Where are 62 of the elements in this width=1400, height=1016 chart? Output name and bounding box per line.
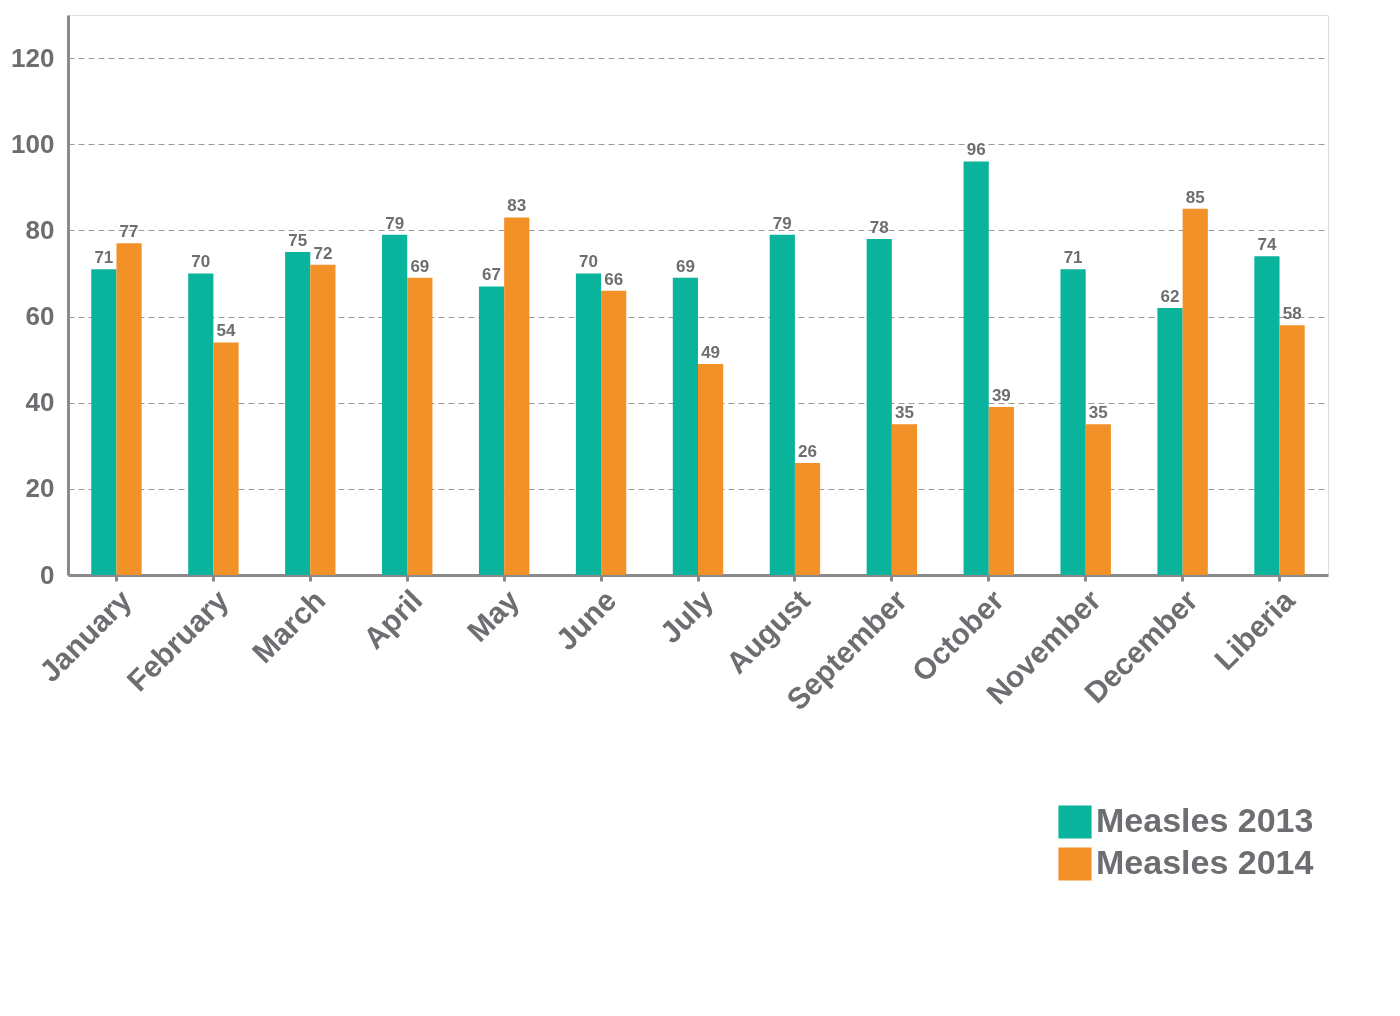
- data-label: 71: [1063, 248, 1083, 268]
- bar: [478, 286, 505, 575]
- data-label: 83: [507, 196, 527, 216]
- data-label: 77: [119, 222, 139, 242]
- bar: [407, 277, 433, 575]
- bar: [891, 424, 918, 575]
- bar: [963, 161, 989, 575]
- bar: [285, 251, 311, 575]
- data-label: 79: [772, 213, 792, 233]
- bar: [1157, 307, 1183, 575]
- data-label: 72: [313, 243, 333, 263]
- legend-label: Measles 2014: [1096, 843, 1314, 881]
- bar: [672, 277, 698, 575]
- data-label: 26: [798, 442, 817, 461]
- data-label: 75: [288, 230, 308, 250]
- data-label: 39: [991, 386, 1011, 405]
- data-label: 78: [869, 218, 889, 237]
- bar: [575, 273, 602, 575]
- bar: [310, 264, 336, 575]
- bar: [504, 217, 530, 575]
- bar: [91, 269, 117, 575]
- data-label: 71: [94, 248, 114, 268]
- bar: [866, 239, 892, 575]
- bar: [188, 273, 214, 575]
- data-label: 70: [579, 252, 598, 272]
- y-tick-label: 40: [25, 387, 55, 418]
- data-label: 49: [701, 342, 721, 362]
- data-label: 35: [894, 403, 914, 423]
- y-tick-label: 0: [40, 559, 55, 590]
- data-label: 66: [604, 269, 624, 289]
- bar: [1182, 208, 1208, 575]
- x-tick-label: May: [460, 583, 526, 648]
- bar: [794, 463, 821, 575]
- data-label: 58: [1282, 304, 1302, 324]
- data-label: 69: [410, 256, 430, 276]
- data-label: 67: [482, 265, 502, 285]
- data-label: 96: [966, 140, 986, 160]
- bar: [1254, 256, 1280, 575]
- bar: [698, 363, 724, 575]
- bar: [1085, 424, 1111, 575]
- y-tick-label: 80: [25, 214, 55, 245]
- data-label: 85: [1185, 187, 1205, 207]
- bar: [213, 342, 239, 575]
- data-label: 54: [216, 321, 236, 341]
- bar: [988, 407, 1014, 575]
- data-label: 35: [1088, 403, 1108, 423]
- bar: [1060, 269, 1086, 575]
- data-label: 74: [1257, 235, 1277, 255]
- data-label: 62: [1160, 286, 1180, 306]
- legend-label: Measles 2013: [1096, 801, 1314, 839]
- bar: [1279, 325, 1305, 575]
- bar: [116, 243, 142, 575]
- y-tick-label: 100: [11, 128, 55, 159]
- y-tick-label: 60: [25, 301, 55, 332]
- data-label: 70: [191, 252, 211, 272]
- bar: [382, 234, 408, 575]
- bar: [601, 290, 627, 575]
- y-tick-label: 120: [11, 42, 55, 73]
- y-tick-label: 20: [25, 473, 55, 504]
- data-label: 79: [385, 213, 405, 233]
- bar: [769, 234, 795, 575]
- data-label: 69: [675, 256, 695, 276]
